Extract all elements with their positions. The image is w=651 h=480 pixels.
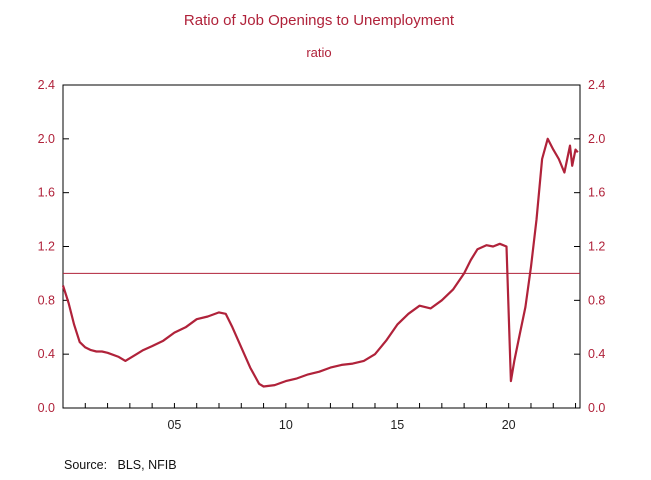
right-y-tick-label: 0.8 (588, 293, 605, 307)
right-axis: 0.0 0.4 0.8 1.2 1.6 2.0 2.4 (574, 78, 605, 415)
series-line-job-openings-ratio (61, 137, 579, 388)
plot-frame (62, 84, 581, 409)
x-tick-label: 10 (279, 418, 293, 432)
chart-title: Ratio of Job Openings to Unemployment (184, 12, 455, 29)
right-y-tick-label: 2.4 (588, 78, 605, 92)
x-axis: 05 10 15 20 (62, 403, 577, 432)
x-tick-label: 15 (390, 418, 404, 432)
left-y-tick-label: 2.0 (38, 132, 55, 146)
right-y-tick-label: 0.4 (588, 347, 605, 361)
left-y-tick-label: 1.2 (38, 240, 55, 254)
left-y-tick-label: 1.6 (38, 186, 55, 200)
x-tick-label: 20 (502, 418, 516, 432)
left-y-tick-label: 0.8 (38, 293, 55, 307)
right-y-tick-label: 0.0 (588, 401, 605, 415)
left-y-tick-label: 2.4 (38, 78, 55, 92)
left-y-tick-label: 0.0 (38, 401, 55, 415)
source-note: Source: BLS, NFIB (64, 458, 177, 472)
left-y-tick-label: 0.4 (38, 347, 55, 361)
right-y-tick-label: 1.2 (588, 240, 605, 254)
right-y-tick-label: 1.6 (588, 186, 605, 200)
x-tick-label: 05 (167, 418, 181, 432)
left-axis: 0.0 0.4 0.8 1.2 1.6 2.0 2.4 (38, 78, 69, 415)
right-y-tick-label: 2.0 (588, 132, 605, 146)
chart-subtitle: ratio (306, 45, 331, 60)
